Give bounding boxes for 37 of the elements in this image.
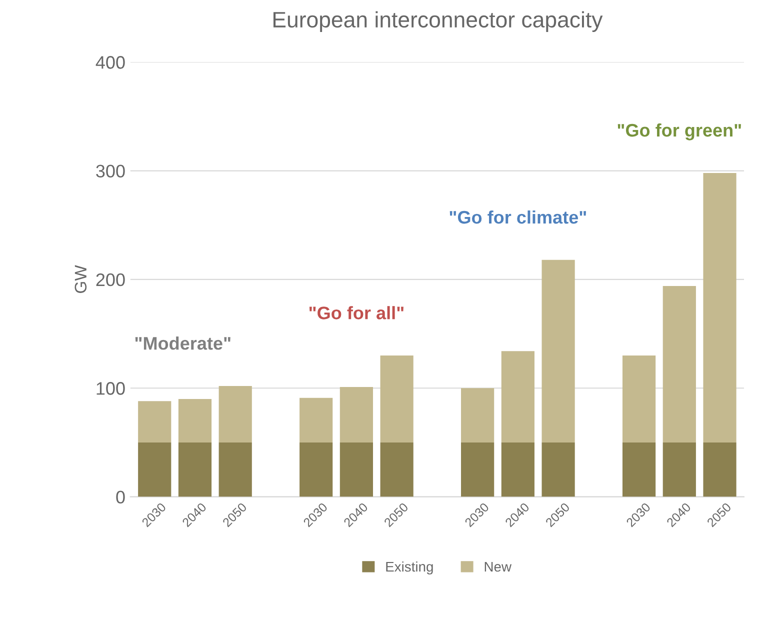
chart-title: European interconnector capacity bbox=[273, 11, 603, 32]
bar bbox=[178, 442, 212, 497]
bar bbox=[542, 260, 575, 442]
bar bbox=[622, 442, 656, 497]
bar bbox=[703, 172, 736, 442]
bar bbox=[300, 398, 333, 442]
bar bbox=[501, 442, 534, 497]
y-tick-label: 100 bbox=[96, 382, 125, 395]
bar bbox=[138, 442, 172, 497]
annotation: "Moderate" bbox=[135, 336, 230, 350]
bar bbox=[662, 442, 696, 497]
bar bbox=[461, 442, 494, 497]
legend-label: Existing bbox=[386, 561, 433, 574]
bar bbox=[662, 286, 696, 442]
legend-label: New bbox=[484, 562, 512, 572]
bar bbox=[380, 442, 414, 497]
bar bbox=[622, 356, 656, 442]
bar bbox=[218, 386, 252, 442]
bar bbox=[178, 398, 212, 442]
y-tick-label: 300 bbox=[96, 164, 125, 178]
annotation: "Go for green" bbox=[618, 123, 741, 140]
bar bbox=[218, 442, 252, 497]
annotation: "Go for all" bbox=[309, 306, 404, 320]
bar bbox=[300, 442, 333, 497]
bar bbox=[461, 388, 494, 442]
annotation: "Go for climate" bbox=[450, 210, 586, 224]
y-axis-title: GW bbox=[74, 265, 87, 293]
bar bbox=[501, 351, 534, 442]
bar bbox=[340, 442, 374, 497]
bar bbox=[703, 442, 736, 497]
bar bbox=[340, 387, 374, 442]
y-tick-label: 0 bbox=[116, 490, 125, 504]
y-tick-label: 400 bbox=[96, 56, 125, 69]
bar bbox=[542, 442, 575, 497]
bar bbox=[138, 401, 172, 442]
y-tick-label: 200 bbox=[96, 273, 125, 286]
bar bbox=[380, 356, 414, 442]
